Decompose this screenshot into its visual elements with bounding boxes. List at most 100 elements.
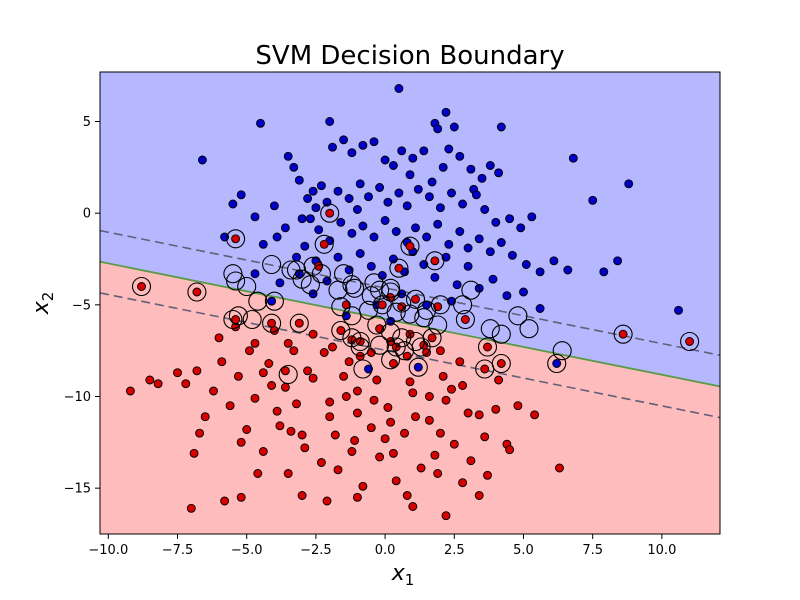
data-point-class-0 [366, 261, 376, 271]
data-point-class-0 [297, 214, 307, 224]
data-point-class-1 [319, 239, 329, 249]
data-point-class-1 [272, 406, 282, 416]
support-vector-ring [328, 280, 348, 300]
data-point-class-0 [316, 181, 326, 191]
data-point-class-0 [496, 122, 506, 132]
support-vector-ring [411, 337, 431, 357]
data-point-class-1 [383, 403, 393, 412]
support-vector-ring [331, 320, 351, 341]
support-vector-ring [430, 295, 450, 315]
support-vector-ring [226, 229, 246, 249]
support-vector-ring [286, 260, 307, 280]
y-axis-label-subscript: 2 [39, 292, 57, 302]
data-point-class-1 [480, 432, 490, 442]
data-point-class-1 [264, 359, 274, 368]
decision-boundary-line [100, 260, 720, 388]
support-vector-ring [461, 280, 481, 300]
data-point-class-1 [231, 315, 241, 324]
data-point-class-1 [267, 381, 277, 390]
data-point-class-0 [452, 280, 462, 290]
support-vector-ring [320, 203, 340, 223]
data-point-class-0 [613, 256, 623, 266]
data-point-class-0 [458, 199, 468, 209]
data-point-class-1 [438, 371, 448, 381]
data-point-class-0 [250, 212, 260, 222]
data-point-class-1 [447, 384, 456, 394]
data-point-class-0 [433, 124, 443, 134]
data-point-class-0 [422, 232, 432, 242]
data-point-class-0 [433, 219, 443, 229]
data-point-class-1 [416, 463, 426, 473]
region-class-0 [100, 72, 720, 387]
data-point-class-1 [258, 368, 268, 378]
data-point-class-0 [289, 162, 299, 172]
margin-line-upper [100, 229, 720, 357]
data-point-class-1 [325, 412, 335, 422]
data-point-class-0 [405, 170, 415, 180]
data-point-class-0 [305, 214, 315, 224]
data-point-class-0 [408, 153, 418, 163]
data-point-class-1 [341, 392, 351, 401]
y-tick-label: −5 [72, 298, 91, 313]
data-point-class-0 [568, 153, 578, 163]
y-axis-label: x2 [29, 292, 57, 316]
data-point-class-1 [325, 208, 335, 218]
data-point-class-0 [347, 228, 357, 238]
data-point-class-0 [411, 223, 420, 233]
data-point-class-0 [419, 146, 429, 156]
y-tick-label: 5 [83, 115, 91, 130]
data-point-class-1 [441, 395, 451, 405]
data-point-class-1 [137, 282, 146, 291]
data-point-class-1 [405, 241, 415, 251]
y-axis: −15 −10 −5 0 5 [64, 115, 100, 497]
data-point-class-1 [424, 415, 434, 425]
support-vector-ring [264, 291, 284, 311]
data-point-class-1 [325, 397, 335, 407]
x-tick-label: 10.0 [647, 543, 676, 558]
data-point-class-1 [455, 357, 465, 367]
data-point-class-1 [463, 408, 473, 418]
data-point-class-1 [366, 423, 376, 433]
data-point-class-0 [344, 194, 354, 203]
data-point-class-1 [250, 338, 260, 348]
x-tick-label: −10.0 [88, 543, 128, 558]
data-point-class-0 [300, 241, 310, 251]
data-point-class-1 [347, 447, 357, 456]
y-tick-label: −15 [64, 482, 91, 497]
support-vector-ring [242, 309, 262, 330]
data-point-class-1 [480, 364, 490, 374]
data-point-class-0 [267, 296, 277, 306]
data-point-class-0 [369, 232, 379, 242]
support-vector-ring [417, 300, 437, 320]
data-point-class-0 [364, 364, 373, 374]
data-point-class-1 [435, 428, 445, 438]
x-tick-label: −7.5 [162, 543, 194, 558]
data-point-class-1 [402, 491, 412, 500]
support-vector-ring [425, 251, 445, 271]
support-vector-ring [237, 276, 257, 297]
data-point-class-1 [352, 408, 362, 418]
data-point-class-1 [250, 393, 260, 403]
data-point-class-0 [380, 155, 390, 165]
data-point-class-1 [358, 481, 368, 491]
data-point-class-1 [380, 434, 390, 444]
x-axis-label: x1 [391, 561, 415, 589]
data-point-class-0 [485, 247, 495, 257]
support-vector-ring [381, 278, 401, 298]
support-vector-ring [508, 306, 528, 326]
data-point-class-0 [535, 267, 545, 277]
data-point-class-0 [674, 305, 683, 315]
support-vector-ring [228, 306, 248, 326]
data-point-class-1 [173, 368, 182, 378]
data-point-class-1 [555, 463, 564, 473]
data-point-class-0 [275, 278, 285, 288]
data-point-class-1 [405, 377, 415, 387]
data-point-class-0 [355, 179, 365, 189]
data-point-class-0 [496, 238, 506, 247]
data-point-class-0 [402, 201, 412, 211]
data-point-class-1 [336, 326, 346, 335]
data-point-class-0 [519, 287, 528, 297]
data-point-class-1 [427, 333, 437, 343]
data-point-class-0 [430, 272, 440, 282]
data-point-class-1 [369, 395, 379, 405]
